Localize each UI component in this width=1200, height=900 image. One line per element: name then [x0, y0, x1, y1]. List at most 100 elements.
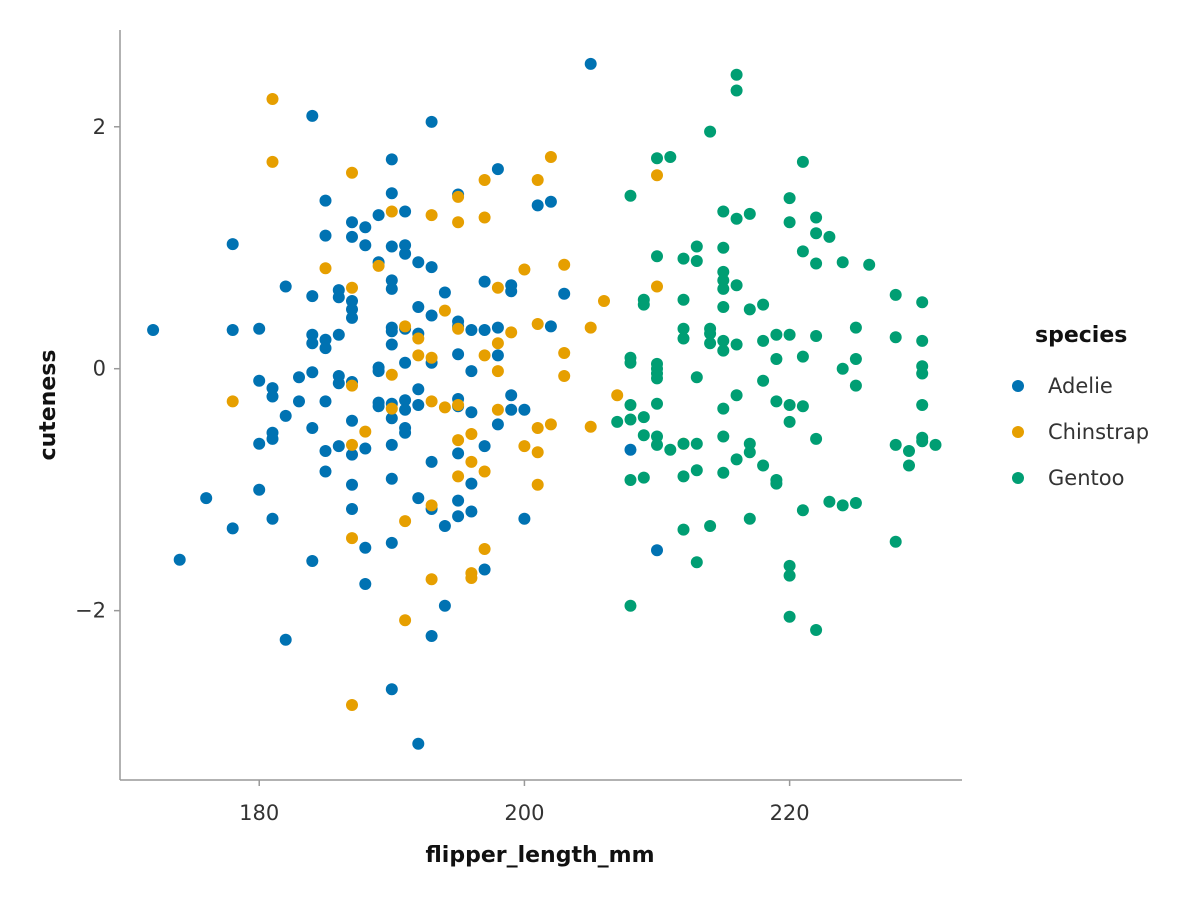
data-point [425, 630, 438, 642]
data-point [478, 543, 491, 555]
x-tick-label: 220 [770, 801, 810, 825]
data-point [505, 403, 518, 416]
data-point [743, 512, 756, 525]
data-point [796, 350, 809, 363]
data-point [717, 265, 730, 278]
data-point [346, 379, 358, 392]
data-point [306, 328, 319, 341]
x-axis-title: flipper_length_mm [425, 843, 654, 868]
data-point [624, 356, 637, 369]
data-point [385, 438, 398, 451]
data-point [730, 338, 743, 351]
data-point [796, 400, 809, 413]
data-point [399, 205, 412, 218]
data-point [399, 403, 412, 416]
data-point [531, 174, 544, 186]
data-point [677, 322, 690, 335]
data-point [253, 374, 266, 387]
data-point [319, 395, 332, 408]
data-point [385, 683, 398, 696]
data-point [916, 435, 929, 448]
data-point [319, 465, 332, 478]
data-point [359, 239, 372, 252]
data-point [452, 447, 465, 460]
data-point [717, 402, 730, 415]
data-point [399, 239, 412, 252]
data-point [531, 478, 544, 491]
data-point [544, 418, 557, 431]
data-point [293, 395, 305, 408]
data-point [624, 443, 637, 456]
data-point [770, 328, 783, 341]
data-point [717, 301, 730, 313]
data-point [505, 389, 518, 402]
data-point [624, 399, 637, 411]
data-point [690, 556, 703, 569]
data-point [558, 347, 571, 359]
data-point [452, 216, 465, 229]
data-point [584, 420, 597, 433]
data-point [637, 429, 650, 442]
data-point [664, 443, 677, 456]
data-point [306, 290, 319, 303]
data-point [399, 247, 412, 260]
data-point [319, 194, 332, 207]
y-axis-title: cuteness [36, 350, 61, 461]
data-point [385, 412, 398, 425]
data-point [438, 520, 451, 532]
data-point [372, 400, 385, 413]
data-point [743, 207, 756, 220]
data-point [385, 536, 398, 549]
legend-marker [1012, 472, 1024, 484]
data-point [717, 205, 730, 218]
data-point [810, 330, 823, 342]
data-point [372, 259, 385, 272]
data-point [651, 372, 663, 385]
data-point [200, 492, 213, 505]
data-point [544, 195, 557, 208]
data-point [359, 578, 372, 590]
data-point [770, 353, 783, 365]
data-point [346, 281, 358, 294]
data-point [412, 737, 425, 750]
data-point [783, 216, 796, 229]
data-point [743, 303, 756, 316]
data-point [717, 466, 730, 479]
data-point [226, 522, 239, 535]
data-point [478, 174, 491, 186]
data-point [385, 402, 398, 415]
data-point [558, 258, 571, 271]
data-point [266, 432, 279, 445]
data-point [319, 342, 332, 355]
data-point [651, 250, 663, 263]
data-point [624, 189, 637, 202]
data-point [783, 192, 796, 205]
data-point [730, 279, 743, 292]
data-point [584, 321, 597, 334]
data-point [796, 245, 809, 258]
data-point [465, 505, 478, 518]
data-point [452, 399, 465, 411]
data-point [266, 390, 279, 403]
data-point [863, 258, 876, 271]
data-point [452, 322, 465, 335]
data-point [412, 383, 425, 396]
data-point [425, 351, 438, 364]
data-point [332, 291, 345, 304]
data-point [319, 333, 332, 346]
data-point [412, 399, 425, 411]
y-tick-label: 2 [93, 115, 106, 139]
data-point [425, 455, 438, 468]
data-point [385, 325, 398, 338]
data-point [531, 199, 544, 212]
series-chinstrap [226, 93, 690, 711]
data-point [399, 320, 412, 333]
data-point [253, 322, 266, 335]
data-point [306, 109, 319, 122]
data-point [677, 252, 690, 265]
data-point [677, 293, 690, 306]
data-point [452, 190, 465, 203]
data-point [690, 240, 703, 253]
data-point [491, 163, 504, 176]
data-point [677, 470, 690, 483]
